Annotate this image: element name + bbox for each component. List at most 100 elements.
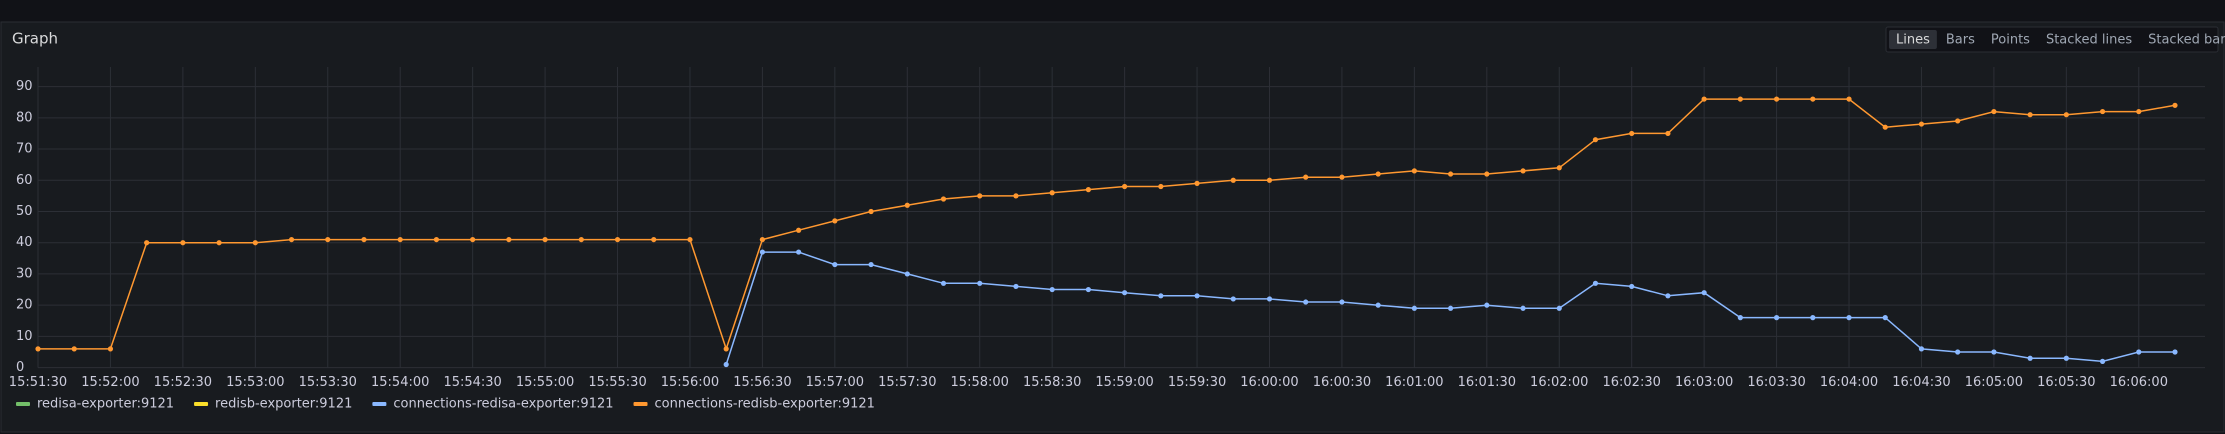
- y-tick-label: 50: [16, 204, 33, 219]
- legend-label: connections-redisa-exporter:9121: [393, 397, 613, 412]
- data-point: [977, 280, 983, 286]
- data-point: [1049, 190, 1055, 196]
- x-tick-label: 15:57:30: [878, 375, 936, 390]
- x-tick-label: 15:59:00: [1095, 375, 1153, 390]
- legend-item[interactable]: redisa-exporter:9121: [16, 397, 174, 412]
- data-point: [796, 227, 802, 233]
- data-point: [2172, 349, 2178, 355]
- data-point: [107, 346, 114, 352]
- data-point: [1882, 124, 1888, 130]
- mode-button[interactable]: Stacked bars: [2141, 30, 2225, 49]
- x-tick-label: 15:57:00: [806, 375, 864, 390]
- data-point: [2027, 112, 2033, 118]
- mode-button[interactable]: Points: [1984, 30, 2037, 49]
- x-tick-label: 15:54:30: [443, 375, 501, 390]
- y-tick-label: 20: [16, 298, 33, 313]
- data-point: [1230, 296, 1236, 302]
- mode-button-bg: [1889, 30, 1937, 49]
- data-point: [2027, 355, 2033, 361]
- data-point: [723, 361, 729, 368]
- data-point: [1592, 280, 1599, 286]
- data-point: [1846, 96, 1852, 102]
- data-point: [2099, 108, 2106, 115]
- x-tick-label: 16:06:00: [2110, 375, 2168, 390]
- x-tick-label: 15:58:00: [951, 375, 1009, 390]
- data-point: [940, 280, 947, 286]
- data-point: [1737, 315, 1743, 321]
- mode-button-label: Stacked lines: [2046, 33, 2132, 48]
- data-point: [759, 249, 766, 255]
- data-point: [2136, 349, 2142, 355]
- data-point: [1194, 180, 1200, 186]
- legend-item[interactable]: connections-redisa-exporter:9121: [372, 397, 614, 412]
- data-point: [1991, 108, 1997, 115]
- data-point: [1629, 283, 1635, 290]
- mode-button[interactable]: Stacked lines: [2039, 30, 2139, 49]
- data-point: [1013, 193, 1019, 199]
- data-point: [1484, 302, 1490, 308]
- data-point: [614, 236, 621, 243]
- data-point: [977, 193, 983, 199]
- data-point: [361, 236, 367, 243]
- data-point: [1737, 96, 1743, 102]
- data-point: [506, 236, 512, 243]
- data-point: [35, 346, 41, 352]
- data-point: [1991, 349, 1997, 355]
- data-point: [397, 236, 403, 243]
- data-point: [2099, 358, 2106, 364]
- x-tick-label: 15:52:30: [154, 375, 212, 390]
- data-point: [1882, 315, 1888, 321]
- data-point: [1375, 302, 1381, 308]
- x-tick-label: 16:04:00: [1820, 375, 1878, 390]
- data-point: [1773, 96, 1780, 102]
- x-tick-label: 16:03:00: [1675, 375, 1733, 390]
- data-point: [796, 249, 802, 255]
- data-point: [542, 236, 548, 243]
- data-point: [1303, 299, 1309, 305]
- legend-swatch: [16, 402, 30, 406]
- series-line: [38, 98, 2176, 352]
- data-point: [1918, 121, 1925, 127]
- y-tick-label: 40: [16, 235, 33, 250]
- data-point: [1665, 130, 1671, 137]
- mode-button-label: Bars: [1946, 33, 1975, 48]
- y-tick-label: 30: [16, 266, 33, 281]
- y-tick-label: 90: [16, 79, 33, 94]
- legend-item[interactable]: connections-redisb-exporter:9121: [633, 397, 875, 412]
- x-tick-label: 15:58:30: [1023, 375, 1081, 390]
- data-point: [1810, 315, 1816, 321]
- legend-item[interactable]: redisb-exporter:9121: [194, 397, 352, 412]
- data-point: [1158, 293, 1164, 299]
- x-tick-label: 16:02:00: [1530, 375, 1588, 390]
- data-point: [578, 236, 584, 243]
- data-point: [1955, 349, 1961, 355]
- data-point: [1085, 187, 1091, 193]
- data-point: [868, 261, 874, 268]
- data-point: [651, 236, 657, 243]
- data-point: [1556, 165, 1562, 171]
- mode-button[interactable]: Lines: [1889, 30, 1937, 49]
- legend-swatch: [372, 402, 387, 406]
- x-tick-label: 16:02:30: [1602, 375, 1660, 390]
- data-point: [1955, 118, 1961, 124]
- data-point: [1266, 177, 1273, 183]
- data-point: [1122, 183, 1128, 190]
- data-point: [71, 346, 77, 352]
- data-point: [1556, 305, 1562, 311]
- y-tick-label: 80: [16, 110, 33, 125]
- x-tick-label: 16:01:00: [1385, 375, 1443, 390]
- data-point: [1629, 130, 1635, 137]
- x-tick-label: 16:00:00: [1240, 375, 1298, 390]
- x-tick-label: 15:53:00: [226, 375, 284, 390]
- mode-button-label: Lines: [1896, 33, 1930, 48]
- x-tick-label: 15:52:00: [81, 375, 139, 390]
- data-point: [687, 236, 693, 243]
- mode-button[interactable]: Bars: [1939, 30, 1982, 49]
- data-point: [1701, 96, 1707, 102]
- data-point: [1158, 183, 1164, 190]
- legend-swatch: [633, 402, 648, 406]
- data-point: [832, 261, 838, 268]
- data-point: [1411, 168, 1417, 174]
